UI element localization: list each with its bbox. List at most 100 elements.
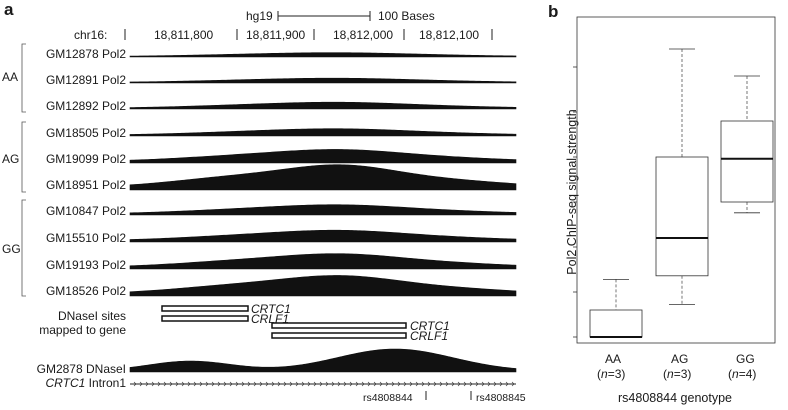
dnase-sites-label: mapped to gene [39,323,126,337]
pol2-signal-track [129,128,517,137]
intron-arrow [265,381,269,387]
intron-arrow [457,381,461,387]
intron-arrow [451,381,455,387]
track-label: GM10847 Pol2 [45,204,126,218]
pol2-signal-track [129,101,517,110]
intron-arrow [427,381,431,387]
pol2-signal-track [129,149,517,164]
intron-arrow [175,381,179,387]
intron-arrow [487,381,491,387]
box [589,309,643,338]
intron-arrow [373,381,377,387]
dnase-sites-label: DNaseI sites [57,309,126,323]
gene-bar [161,305,249,312]
track-label: GM18526 Pol2 [45,284,126,298]
dnase-track-label: GM2878 DNaseI [36,362,126,376]
genotype-group-label: AA [2,70,19,84]
panel-a-letter: a [4,0,14,19]
intron-arrow [433,381,437,387]
intron-arrow [331,381,335,387]
pol2-signal-track [129,253,517,270]
box [720,120,774,203]
intron-arrow [271,381,275,387]
n-symbol: n [732,367,739,381]
n-value: =3 [673,367,688,381]
b-category-label: AG [671,352,689,366]
intron-arrow [181,381,185,387]
intron-arrow [499,381,503,387]
intron-gene: CRTC1 [45,376,86,390]
intron-arrow [277,381,281,387]
intron-suffix: Intron1 [85,376,126,390]
n-symbol: n [601,367,608,381]
intron-arrow [211,381,215,387]
intron-arrow [199,381,203,387]
dnase-signal-track [129,348,517,373]
intron-arrow [319,381,323,387]
intron-arrow [391,381,395,387]
intron-arrow [235,381,239,387]
intron-arrow [229,381,233,387]
intron-arrow [469,381,473,387]
intron-arrow [205,381,209,387]
plot-frame [576,16,776,344]
intron-arrow [367,381,371,387]
gene-label: CRTC1 [251,302,291,316]
intron-arrow [133,381,137,387]
intron-arrow [463,381,467,387]
track-label: GM19193 Pol2 [45,258,126,272]
intron-arrow [385,381,389,387]
intron-arrow [247,381,251,387]
coord-tick-label: 18,811,800 [154,28,214,42]
intron-arrow [139,381,143,387]
pol2-signal-track [129,52,517,58]
b-n-label: (n=3) [663,367,692,381]
intron-arrow [397,381,401,387]
pol2-signal-track [129,275,517,297]
track-label: GM12878 Pol2 [45,47,126,61]
track-label: GM12892 Pol2 [45,99,126,113]
intron-arrow [481,381,485,387]
genotype-bracket [21,43,26,113]
intron-arrow [421,381,425,387]
intron-arrow [445,381,449,387]
gene-bar [271,332,407,339]
gene-label: CRTC1 [410,319,450,333]
intron-arrow [283,381,287,387]
track-label: GM18951 Pol2 [45,178,126,192]
intron-arrow [325,381,329,387]
track-label: GM19099 Pol2 [45,152,126,166]
genotype-bracket [21,199,26,297]
b-category-label: GG [736,352,755,366]
genotype-group-label: GG [2,242,21,256]
track-label: GM12891 Pol2 [45,73,126,87]
b-n-label: (n=4) [728,367,757,381]
intron-arrow [415,381,419,387]
intron-arrow [295,381,299,387]
intron-label: CRTC1 Intron1 [20,376,127,390]
intron-arrow [157,381,161,387]
intron-arrow [409,381,413,387]
b-n-label: (n=3) [597,367,626,381]
b-category-label: AA [605,352,622,366]
pol2-signal-track [129,77,517,84]
intron-arrow [403,381,407,387]
gene-bar [271,322,407,329]
pol2-signal-track [129,229,517,243]
intron-arrow [307,381,311,387]
scale-label: 100 Bases [378,9,435,23]
n-value: =3 [607,367,622,381]
coord-tick-label: 18,811,900 [246,28,306,42]
track-label: GM15510 Pol2 [45,231,126,245]
intron-arrow [193,381,197,387]
intron-arrow [289,381,293,387]
box [655,156,709,277]
intron-arrow [241,381,245,387]
pol2-signal-track [129,204,517,216]
intron-arrow [439,381,443,387]
coord-tick-label: 18,812,000 [333,28,394,42]
n-symbol: n [667,367,674,381]
genotype-group-label: AG [2,152,20,166]
intron-arrow [355,381,359,387]
